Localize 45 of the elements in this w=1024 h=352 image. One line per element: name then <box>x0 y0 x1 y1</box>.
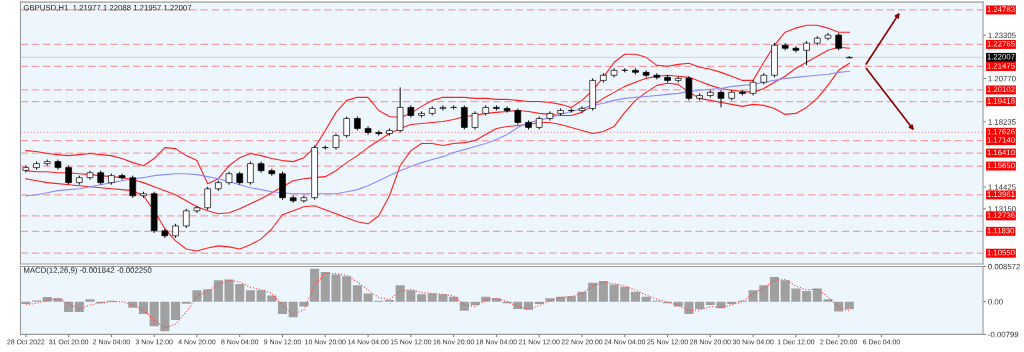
candlestick <box>364 125 372 136</box>
candlestick <box>461 104 468 130</box>
candlestick <box>343 115 350 139</box>
candlestick <box>396 86 404 134</box>
line-series <box>25 70 850 197</box>
bar <box>695 301 705 310</box>
candlestick <box>118 173 126 181</box>
bar <box>245 290 255 302</box>
bar <box>277 301 288 314</box>
bar <box>310 268 320 302</box>
bar <box>74 301 84 312</box>
candlestick <box>65 165 72 186</box>
line-series <box>25 24 850 185</box>
line-series <box>25 62 850 252</box>
bar <box>630 291 640 302</box>
candlestick <box>247 161 254 186</box>
candlestick <box>717 89 725 108</box>
bar <box>138 301 149 314</box>
candlestick <box>204 186 211 211</box>
candlestick <box>279 171 286 201</box>
candlestick <box>182 208 190 229</box>
bar <box>545 298 555 302</box>
line-series <box>25 46 850 215</box>
bar <box>802 290 812 302</box>
bar <box>598 281 608 302</box>
bar <box>481 296 491 302</box>
candlestick <box>129 175 137 199</box>
bar <box>181 301 191 304</box>
candlestick <box>685 75 693 101</box>
bar <box>64 301 74 312</box>
bar <box>203 289 213 302</box>
candlestick <box>792 45 800 53</box>
bar <box>352 285 362 302</box>
candlestick <box>578 105 586 114</box>
bar <box>171 301 181 321</box>
bar <box>85 299 95 302</box>
bar <box>192 290 202 302</box>
bar <box>844 301 854 310</box>
bar <box>449 296 459 302</box>
candlestick <box>471 110 479 130</box>
candlestick <box>503 105 511 114</box>
candlestick <box>439 104 447 111</box>
bar <box>769 277 780 302</box>
candlestick <box>803 40 810 66</box>
bar <box>417 294 427 302</box>
